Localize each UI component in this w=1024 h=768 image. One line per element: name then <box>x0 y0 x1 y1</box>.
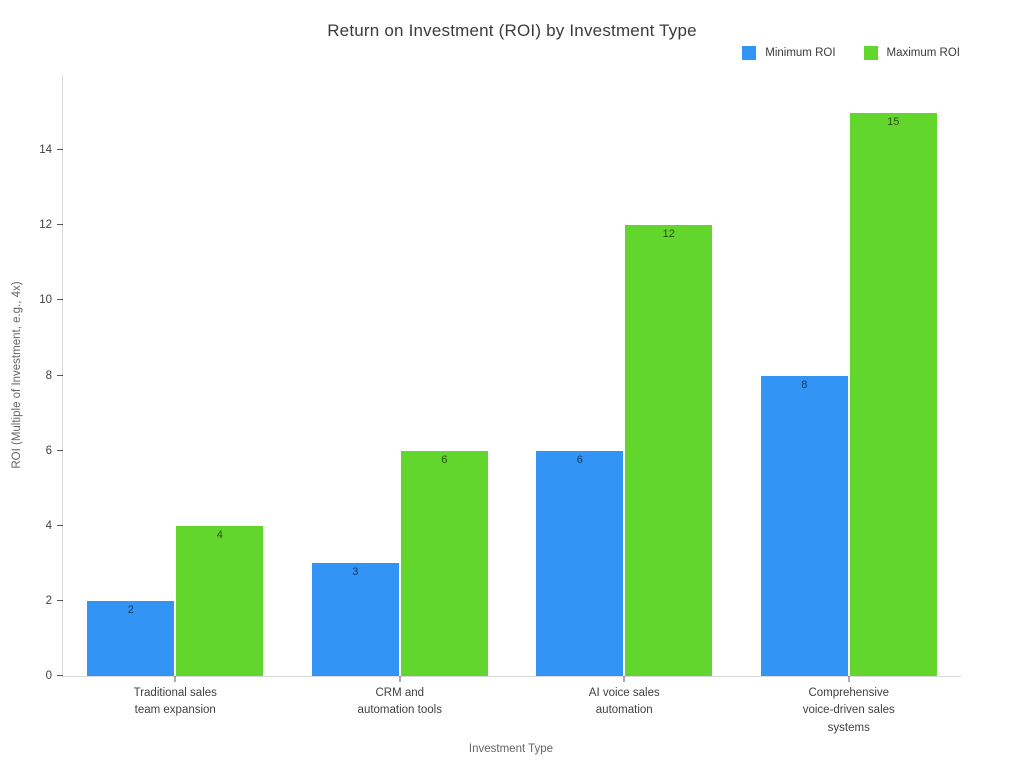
y-tick-mark <box>57 675 63 676</box>
x-tick-mark <box>174 676 176 682</box>
bar-maximum-roi: 12 <box>625 225 713 676</box>
bar-value-label: 6 <box>576 453 583 466</box>
y-tick-label: 10 <box>39 294 52 307</box>
y-tick-label: 2 <box>45 594 52 607</box>
y-tick-label: 12 <box>39 219 52 232</box>
bar-maximum-roi: 6 <box>400 450 488 676</box>
legend-label-minimum-roi: Minimum ROI <box>765 47 836 59</box>
x-tick-mark <box>399 676 401 682</box>
category-label: Traditional sales team expansion <box>133 687 217 717</box>
bar-value-label: 15 <box>887 115 900 128</box>
bar-value-label: 3 <box>352 566 359 579</box>
legend-label-maximum-roi: Maximum ROI <box>886 47 960 59</box>
bar-value-label: 4 <box>216 528 223 541</box>
y-tick-mark <box>57 449 63 451</box>
y-tick-mark <box>57 374 63 376</box>
legend-item-minimum-roi: Minimum ROI <box>742 46 836 60</box>
bar-value-label: 12 <box>662 228 675 241</box>
y-tick-mark <box>57 224 63 226</box>
bar-value-label: 6 <box>441 453 448 466</box>
plot-area: 0 2 4 6 8 10 12 14 Traditional sales team expans… <box>39 75 961 734</box>
category-label: CRM and automation tools <box>357 687 442 717</box>
legend-swatch-minimum-roi-icon <box>742 46 757 60</box>
chart-title: Return on Investment (ROI) by Investment… <box>327 21 697 40</box>
bar-minimum-roi: 8 <box>760 375 848 676</box>
bar-value-label: 2 <box>127 603 134 616</box>
legend-swatch-maximum-roi-icon <box>863 46 878 60</box>
legend-item-maximum-roi: Maximum ROI <box>863 46 960 60</box>
bar-maximum-roi: 4 <box>176 525 264 676</box>
y-tick-label: 8 <box>45 369 52 382</box>
category-label: Comprehensive voice-driven sales systems <box>802 687 895 734</box>
bar-value-label: 8 <box>801 378 808 391</box>
y-tick-label: 6 <box>45 444 52 457</box>
y-tick-mark <box>57 524 63 526</box>
y-tick-label: 4 <box>45 519 52 532</box>
y-tick-label: 0 <box>45 670 52 682</box>
x-tick-mark <box>848 676 850 682</box>
y-tick-mark <box>57 599 63 601</box>
bar-minimum-roi: 3 <box>311 563 399 676</box>
y-tick-mark <box>57 299 63 301</box>
bar-maximum-roi: 15 <box>849 112 937 676</box>
bar-minimum-roi: 6 <box>536 450 624 676</box>
y-tick-mark <box>57 149 63 151</box>
x-tick-mark <box>623 676 625 682</box>
y-axis-title: ROI (Multiple of Investment, e.g., 4x) <box>11 281 23 469</box>
bar-minimum-roi: 2 <box>87 600 175 676</box>
x-axis-title: Investment Type <box>468 743 554 755</box>
y-tick-label: 14 <box>39 144 52 157</box>
category-label: AI voice sales automation <box>588 687 660 717</box>
legend: Minimum ROI Maximum ROI <box>742 46 960 60</box>
